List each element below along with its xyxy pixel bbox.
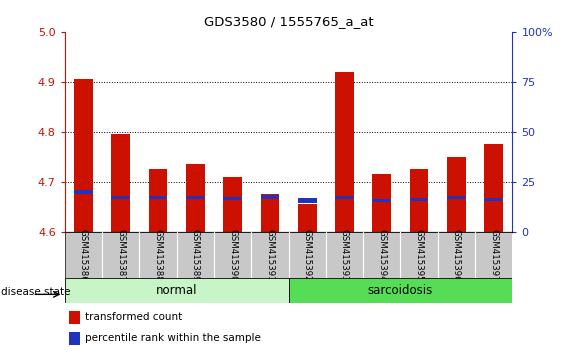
Text: GSM415388: GSM415388	[154, 228, 163, 281]
Bar	[65, 278, 289, 303]
Text: GSM415386: GSM415386	[79, 228, 88, 281]
Bar	[373, 199, 391, 202]
Bar	[149, 169, 167, 232]
Bar	[111, 135, 130, 232]
Bar	[447, 157, 466, 232]
Text: GSM415392: GSM415392	[303, 229, 312, 281]
Text: transformed count: transformed count	[85, 312, 182, 322]
Bar	[289, 278, 512, 303]
Text: percentile rank within the sample: percentile rank within the sample	[85, 333, 261, 343]
Bar	[373, 175, 391, 232]
Bar	[149, 196, 167, 199]
Text: normal: normal	[156, 284, 198, 297]
Bar	[74, 79, 93, 232]
Text: sarcoidosis: sarcoidosis	[368, 284, 433, 297]
Bar	[186, 196, 204, 199]
Text: GSM415393: GSM415393	[340, 229, 349, 281]
Text: GSM415389: GSM415389	[191, 229, 200, 281]
Text: GSM415397: GSM415397	[489, 229, 498, 281]
Bar	[335, 72, 354, 232]
Bar	[484, 144, 503, 232]
Bar	[69, 311, 81, 324]
Bar	[484, 198, 503, 201]
Bar	[261, 195, 279, 199]
Bar	[298, 204, 316, 232]
Bar	[224, 177, 242, 232]
Bar	[447, 196, 466, 199]
Bar	[74, 190, 93, 194]
Bar	[410, 198, 428, 201]
Bar	[111, 196, 130, 199]
Text: GSM415396: GSM415396	[452, 229, 461, 281]
Text: disease state: disease state	[1, 287, 70, 297]
Bar	[410, 169, 428, 232]
Text: GSM415387: GSM415387	[116, 228, 125, 281]
Text: GSM415395: GSM415395	[414, 229, 423, 281]
Title: GDS3580 / 1555765_a_at: GDS3580 / 1555765_a_at	[204, 15, 373, 28]
Bar	[335, 196, 354, 199]
Text: GSM415390: GSM415390	[228, 229, 237, 281]
Bar	[186, 164, 204, 232]
Text: GSM415391: GSM415391	[265, 229, 274, 281]
Text: GSM415394: GSM415394	[377, 229, 386, 281]
Bar	[69, 332, 81, 345]
Bar	[261, 194, 279, 232]
Bar	[224, 197, 242, 200]
Bar	[298, 198, 316, 203]
